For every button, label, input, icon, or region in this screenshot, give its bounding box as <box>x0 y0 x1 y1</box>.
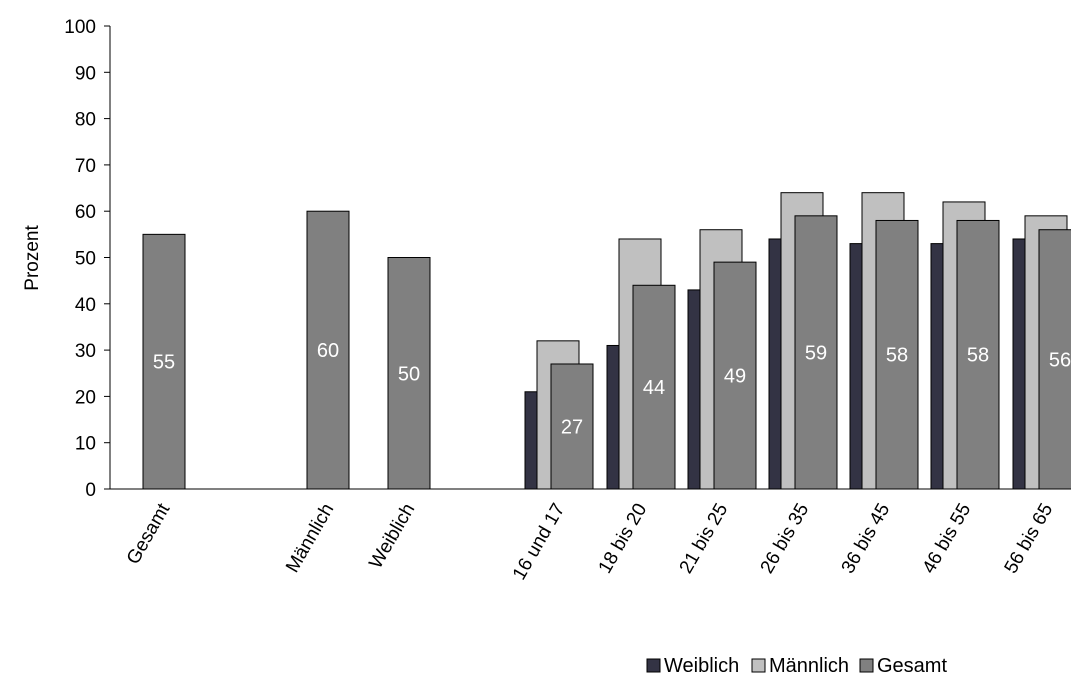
category-label-7: 36 bis 45 <box>838 500 895 577</box>
data-label-6: 59 <box>805 342 827 364</box>
bar-gesamt-9 <box>1038 229 1071 490</box>
bar-gesamt-8 <box>956 219 1000 490</box>
data-label-7: 58 <box>886 345 908 367</box>
category-label-8: 46 bis 55 <box>919 500 976 577</box>
bar-gesamt-4 <box>632 284 676 490</box>
category-label-4: 18 bis 20 <box>595 500 652 577</box>
data-label-1: 60 <box>317 340 339 362</box>
category-label-3: 16 und 17 <box>509 500 569 584</box>
category-labels: Gesamt Männlich Weiblich 16 und 17 18 bis 20… <box>123 499 1057 583</box>
legend: Weiblich Männlich Gesamt <box>646 655 947 677</box>
data-labels: 55 60 50 27 44 49 59 58 58 56 <box>153 340 1071 438</box>
bar-gesamt-2 <box>387 257 431 490</box>
y-tick-label-10: 10 <box>75 434 96 455</box>
legend-swatch-0 <box>646 658 661 673</box>
data-label-4: 44 <box>643 377 665 399</box>
data-label-3: 27 <box>561 416 583 438</box>
data-label-5: 49 <box>724 366 746 388</box>
legend-label-0: Weiblich <box>664 655 739 677</box>
y-tick-label-30: 30 <box>75 341 96 362</box>
bar-gesamt-5 <box>713 261 757 490</box>
category-label-6: 26 bis 35 <box>757 500 814 577</box>
y-tick-label-50: 50 <box>75 249 96 270</box>
y-tick-label-60: 60 <box>75 202 96 223</box>
y-axis-title: Prozent <box>22 225 43 291</box>
data-label-8: 58 <box>967 345 989 367</box>
bar-gesamt-3 <box>550 363 594 490</box>
y-tick-label-70: 70 <box>75 156 96 177</box>
y-tick-label-80: 80 <box>75 110 96 131</box>
y-tick-label-40: 40 <box>75 295 96 316</box>
data-label-2: 50 <box>398 363 420 385</box>
bar-gesamt-7 <box>875 219 919 490</box>
category-label-2: Weiblich <box>365 500 419 572</box>
category-label-1: Männlich <box>282 500 338 576</box>
category-label-5: 21 bis 25 <box>676 500 733 577</box>
category-label-0: Gesamt <box>123 499 175 568</box>
y-tick-label-90: 90 <box>75 63 96 84</box>
category-label-9: 56 bis 65 <box>1001 500 1058 577</box>
y-tick-label-20: 20 <box>75 387 96 408</box>
legend-label-1: Männlich <box>769 655 849 677</box>
y-tick-label-0: 0 <box>85 480 96 501</box>
bar-gesamt-1 <box>306 210 350 490</box>
legend-swatch-1 <box>751 658 766 673</box>
y-axis-ticks: 0 10 20 30 40 50 60 70 80 90 100 <box>64 17 110 501</box>
legend-swatch-2 <box>859 658 874 673</box>
bar-gesamt-6 <box>794 215 838 490</box>
y-tick-label-100: 100 <box>64 17 96 38</box>
legend-label-2: Gesamt <box>877 655 947 677</box>
bar-gesamt-0 <box>142 233 186 490</box>
bars <box>142 192 1071 490</box>
data-label-9: 56 <box>1049 349 1071 371</box>
data-label-0: 55 <box>153 352 175 374</box>
